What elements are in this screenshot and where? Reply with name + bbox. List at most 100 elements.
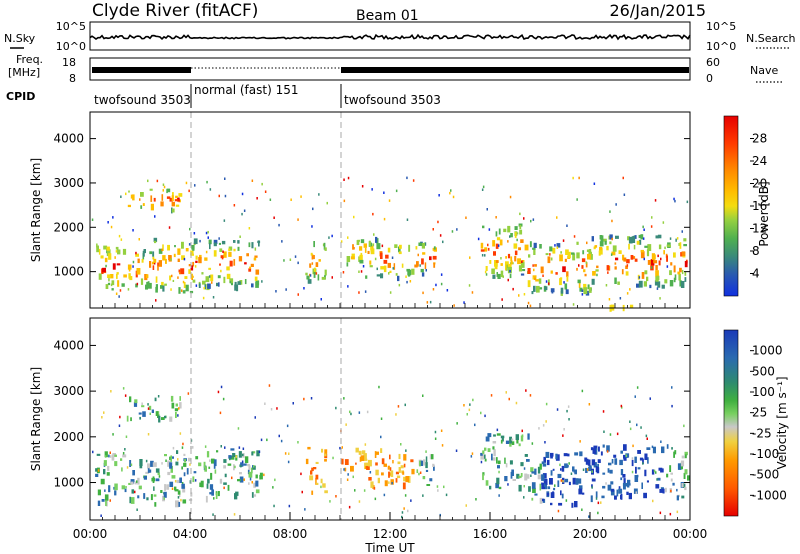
heatmap-cell bbox=[410, 459, 414, 463]
heatmap-cell bbox=[644, 469, 647, 477]
heatmap-cell bbox=[132, 260, 135, 264]
heatmap-cell bbox=[527, 280, 531, 288]
heatmap-cell bbox=[491, 268, 495, 274]
heatmap-cell bbox=[623, 456, 627, 461]
heatmap-cell bbox=[255, 269, 260, 275]
heatmap-cell bbox=[364, 290, 367, 293]
heatmap-cell bbox=[288, 504, 291, 508]
heatmap-cell bbox=[181, 446, 184, 449]
heatmap-cell bbox=[205, 276, 210, 283]
heatmap-cell bbox=[647, 457, 649, 464]
heatmap-cell bbox=[564, 258, 567, 262]
heatmap-cell bbox=[220, 255, 224, 259]
heatmap-cell bbox=[151, 409, 154, 413]
heatmap-cell bbox=[172, 446, 175, 450]
heatmap-cell bbox=[636, 283, 640, 288]
heatmap-cell bbox=[124, 448, 126, 451]
heatmap-cell bbox=[230, 448, 235, 451]
heatmap-cell bbox=[304, 508, 306, 511]
heatmap-cell bbox=[607, 468, 610, 473]
heatmap-cell bbox=[518, 443, 521, 447]
heatmap-cell bbox=[495, 260, 499, 263]
heatmap-cell bbox=[613, 454, 617, 458]
heatmap-cell bbox=[375, 451, 379, 455]
heatmap-cell bbox=[566, 409, 568, 413]
heatmap-cell bbox=[567, 405, 570, 408]
heatmap-cell bbox=[130, 417, 132, 422]
freq-label: Freq. bbox=[16, 53, 43, 66]
heatmap-cell bbox=[672, 482, 675, 486]
heatmap-cell bbox=[515, 434, 519, 440]
heatmap-cell bbox=[614, 266, 617, 270]
heatmap-cell bbox=[638, 276, 641, 279]
heatmap-cell bbox=[224, 446, 226, 449]
heatmap-cell bbox=[346, 262, 349, 267]
heatmap-cell bbox=[315, 474, 319, 480]
heatmap-cell bbox=[638, 239, 642, 245]
heatmap-cell bbox=[370, 248, 375, 255]
heatmap-cell bbox=[626, 292, 629, 295]
heatmap-cell bbox=[185, 284, 189, 292]
heatmap-cell bbox=[609, 433, 612, 436]
heatmap-cell bbox=[160, 490, 163, 493]
heatmap-cell bbox=[523, 293, 526, 296]
heatmap-cell bbox=[157, 395, 160, 398]
heatmap-cell bbox=[223, 276, 226, 284]
heatmap-cell bbox=[161, 417, 165, 420]
heatmap-cell bbox=[102, 267, 106, 273]
heatmap-cell bbox=[355, 462, 357, 465]
heatmap-cell bbox=[152, 462, 157, 467]
heatmap-cell bbox=[237, 246, 240, 251]
heatmap-cell bbox=[285, 288, 287, 291]
heatmap-cell bbox=[153, 262, 156, 265]
heatmap-cell bbox=[539, 497, 543, 504]
heatmap-cell bbox=[177, 458, 179, 461]
heatmap-cell bbox=[538, 427, 540, 430]
heatmap-cell bbox=[152, 251, 155, 257]
heatmap-cell bbox=[126, 466, 129, 469]
heatmap-cell bbox=[362, 265, 365, 268]
heatmap-cell bbox=[292, 402, 294, 405]
heatmap-cell bbox=[115, 246, 119, 250]
heatmap-cell bbox=[592, 271, 596, 276]
heatmap-cell bbox=[660, 468, 664, 473]
heatmap-cell bbox=[136, 282, 139, 286]
heatmap-cell bbox=[587, 253, 591, 260]
heatmap-cell bbox=[574, 452, 579, 456]
heatmap-cell bbox=[602, 485, 606, 489]
heatmap-cell bbox=[253, 482, 256, 488]
heatmap-cell bbox=[147, 403, 149, 406]
heatmap-cell bbox=[294, 255, 297, 258]
heatmap-cell bbox=[403, 454, 407, 461]
heatmap-cell bbox=[402, 482, 406, 490]
heatmap-cell bbox=[398, 246, 401, 253]
heatmap-cell bbox=[523, 496, 525, 499]
heatmap-cell bbox=[129, 276, 133, 281]
heatmap-cell bbox=[233, 259, 236, 266]
heatmap-cell bbox=[259, 472, 263, 480]
heatmap-cell bbox=[681, 455, 685, 459]
heatmap-cell bbox=[406, 218, 409, 221]
heatmap-cell bbox=[611, 251, 616, 256]
y-tick-label: 2000 bbox=[53, 430, 84, 444]
heatmap-cell bbox=[363, 453, 367, 460]
heatmap-cell bbox=[315, 262, 319, 267]
heatmap-cell bbox=[359, 254, 363, 261]
heatmap-cell bbox=[260, 438, 263, 442]
heatmap-cell bbox=[324, 453, 327, 457]
heatmap-cell bbox=[591, 236, 594, 242]
heatmap-cell bbox=[179, 477, 182, 483]
heatmap-cell bbox=[182, 442, 184, 446]
heatmap-cell bbox=[198, 283, 201, 288]
heatmap-cell bbox=[209, 188, 212, 191]
heatmap-cell bbox=[194, 265, 197, 268]
heatmap-cell bbox=[146, 497, 149, 501]
heatmap-cell bbox=[185, 181, 188, 185]
heatmap-cell bbox=[387, 262, 391, 268]
heatmap-cell bbox=[492, 457, 496, 461]
heatmap-cell bbox=[114, 256, 116, 259]
heatmap-cell bbox=[429, 300, 432, 304]
